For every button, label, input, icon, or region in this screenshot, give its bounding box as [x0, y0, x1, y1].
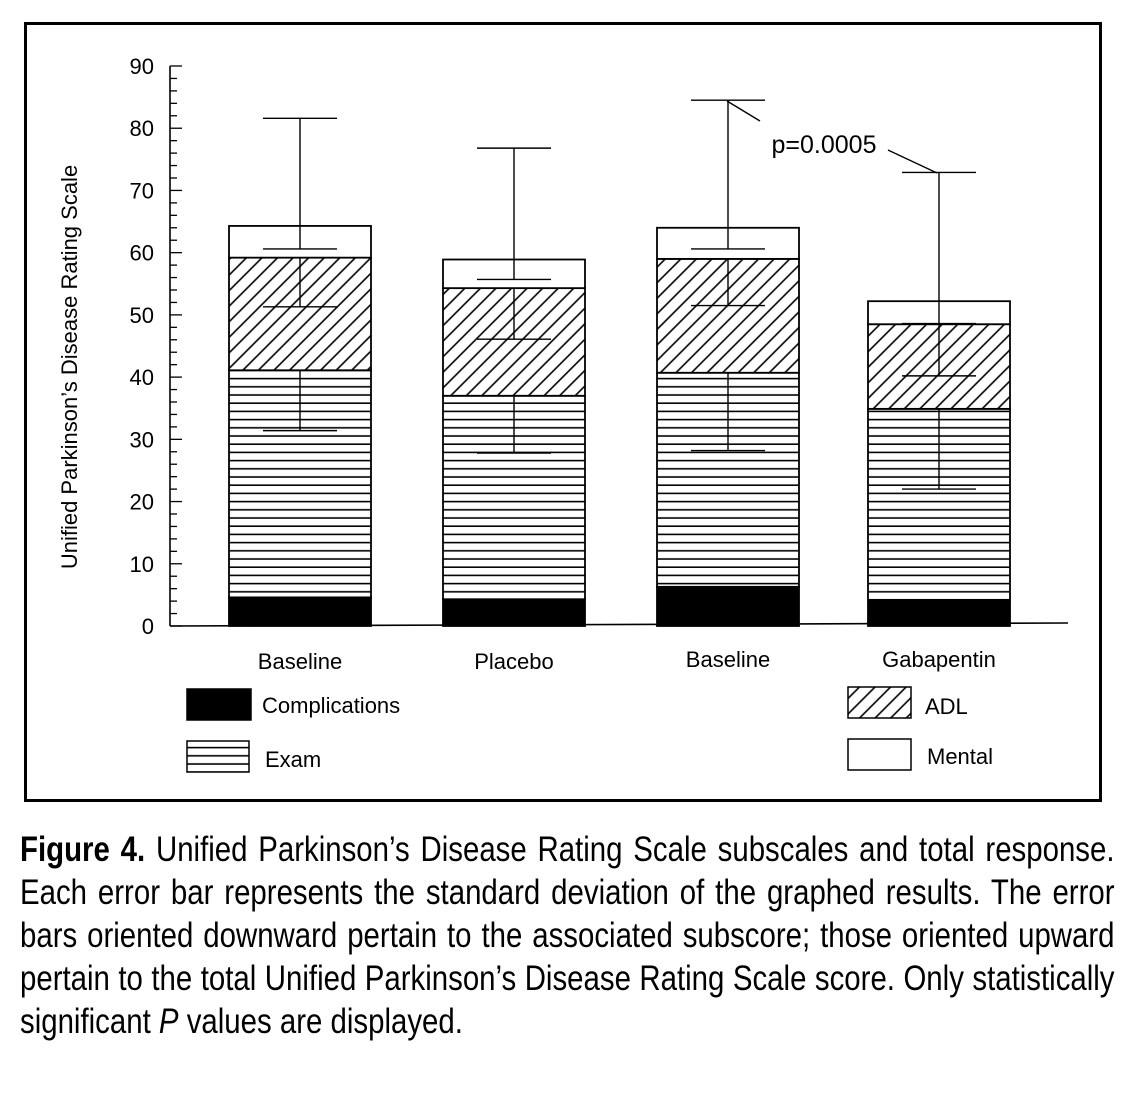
bar-segment-complications: [442, 598, 586, 627]
annotation-line-right: [887, 149, 938, 174]
figure-caption: Figure 4. Unified Parkinson’s Disease Ra…: [20, 828, 1115, 1043]
y-tick-label: 10: [130, 552, 154, 577]
x-tick-label: Gabapentin: [882, 647, 996, 672]
x-tick-labels: Baseline Placebo Baseline Gabapentin: [258, 647, 996, 674]
x-tick-label: Baseline: [686, 647, 770, 672]
error-bars: [263, 99, 976, 490]
stacked-bar-chart: Unified Parkinson’s Disease Rating Scale…: [57, 54, 1069, 773]
y-tick-label: 70: [130, 178, 154, 203]
bar-segment-complications: [656, 585, 800, 627]
legend: Complications Exam ADL Mental: [186, 686, 993, 773]
bar-segment-complications: [867, 598, 1011, 627]
chart-frame: [24, 22, 1102, 802]
y-tick-label: 30: [130, 427, 154, 452]
y-tick-label: 60: [130, 241, 154, 266]
x-tick-label: Baseline: [258, 649, 342, 674]
y-tick-label: 40: [130, 365, 154, 390]
y-tick-label: 80: [130, 116, 154, 141]
legend-swatch-adl: [847, 686, 912, 719]
caption-italic-p: P: [158, 1002, 179, 1041]
legend-swatch-exam: [186, 740, 250, 773]
p-value-label: p=0.0005: [772, 131, 877, 159]
legend-label-exam: Exam: [265, 747, 321, 772]
significance-annotation: p=0.0005: [726, 100, 938, 174]
y-tick-label: 20: [130, 490, 154, 515]
y-tick-label: 0: [142, 614, 154, 639]
y-tick-label: 50: [130, 303, 154, 328]
y-axis-label: Unified Parkinson’s Disease Rating Scale: [57, 165, 82, 569]
y-tick-label: 90: [130, 54, 154, 79]
caption-figure-number: Figure 4.: [20, 830, 146, 869]
legend-swatch-complications: [186, 688, 252, 721]
legend-label-adl: ADL: [925, 694, 968, 719]
legend-swatch-mental: [847, 738, 912, 771]
x-tick-label: Placebo: [474, 649, 554, 674]
caption-text-1: Unified Parkinson’s Disease Rating Scale…: [20, 830, 1115, 1041]
legend-label-complications: Complications: [262, 693, 400, 718]
bar-segment-complications: [228, 596, 372, 627]
bars: [228, 225, 1011, 627]
annotation-line-left: [726, 100, 761, 122]
caption-text-2: values are displayed.: [178, 1002, 463, 1041]
legend-label-mental: Mental: [927, 744, 993, 769]
